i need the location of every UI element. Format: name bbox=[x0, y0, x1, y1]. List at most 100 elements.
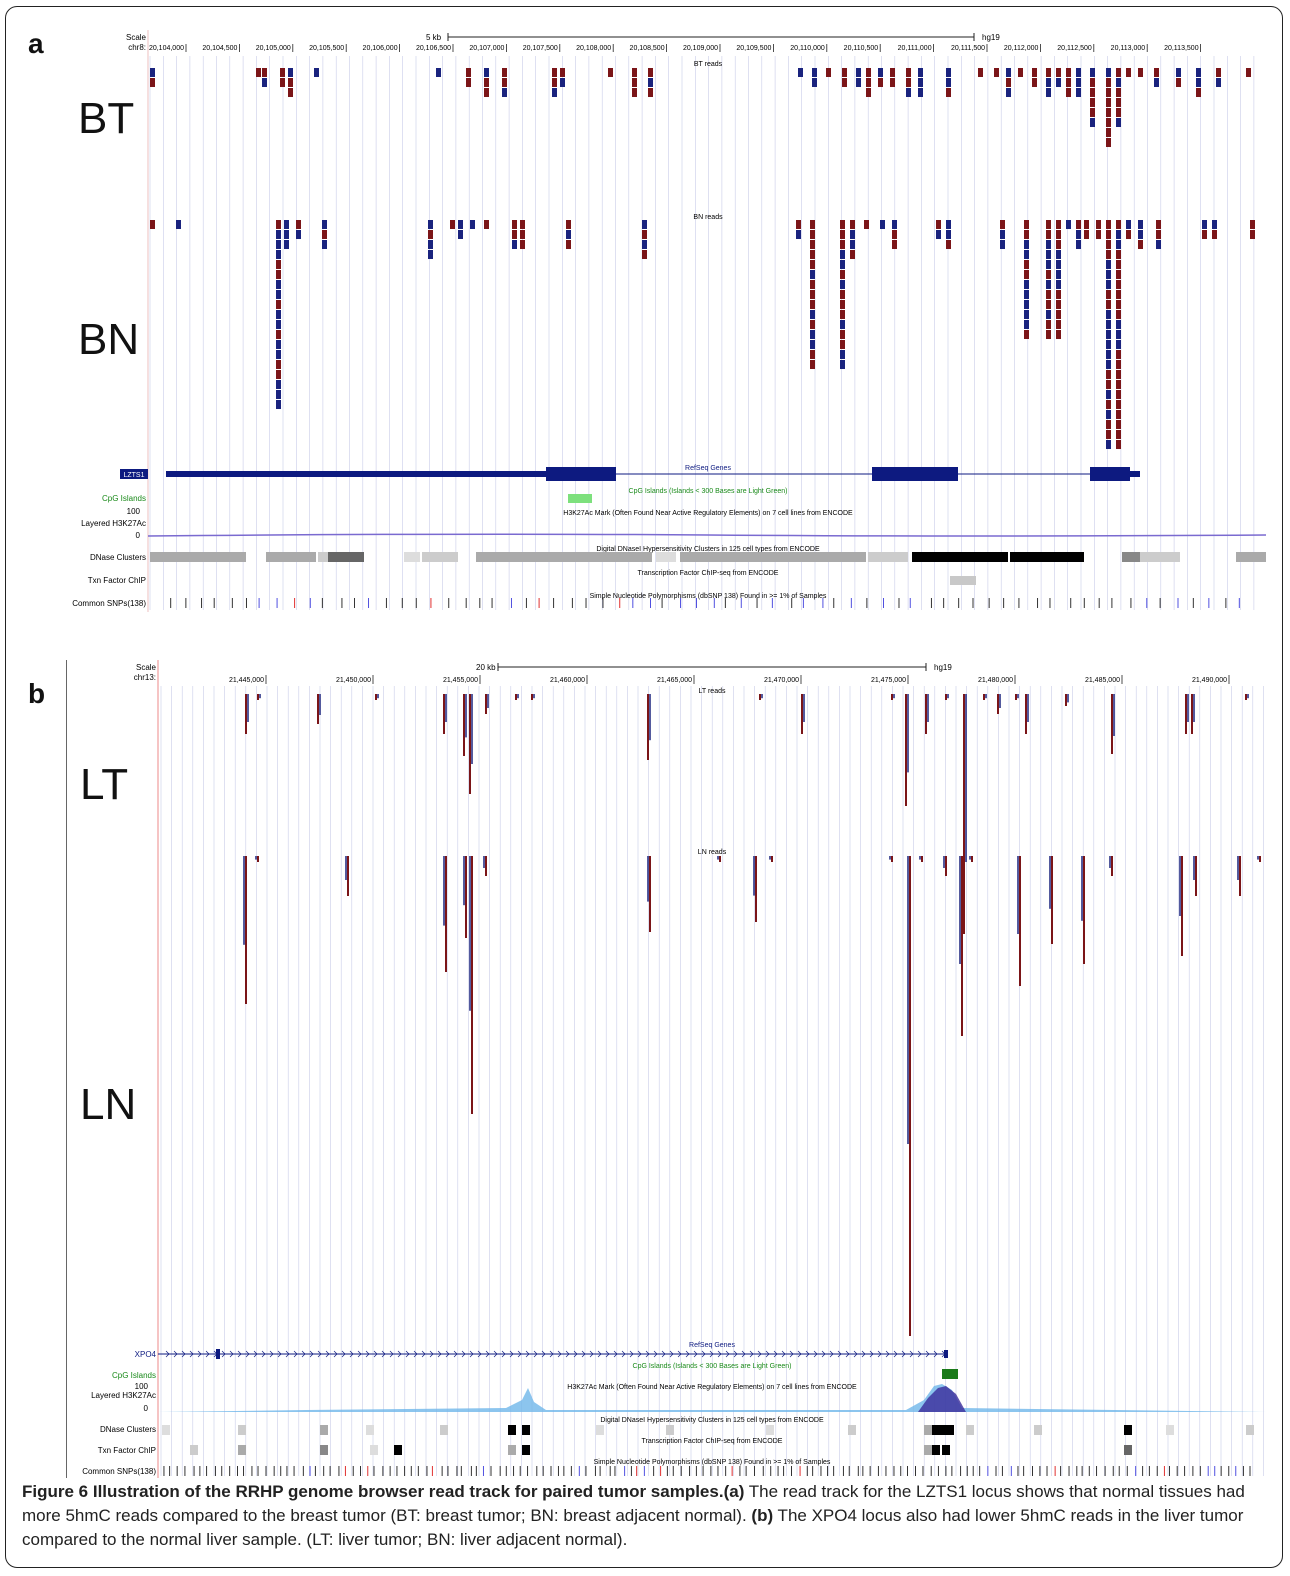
bt-read bbox=[502, 88, 507, 97]
bt-read bbox=[1138, 68, 1143, 77]
bn-read bbox=[1024, 220, 1029, 229]
bn-read bbox=[1156, 230, 1161, 239]
bt-read bbox=[1116, 98, 1121, 107]
bn-read bbox=[1106, 350, 1111, 359]
tick-label: 20,109,000 bbox=[683, 45, 718, 52]
bn-read bbox=[1046, 220, 1051, 229]
bn-read bbox=[946, 240, 951, 249]
bn-read bbox=[458, 230, 463, 239]
panel-b-ticks: 21,445,000 21,450,000 21,455,000 21,460,000… bbox=[229, 675, 1230, 684]
bn-read bbox=[1106, 240, 1111, 249]
panel-b: Scale chr13: 20 kb hg19 21,445,000 21,450… bbox=[66, 660, 1270, 1478]
bn-read bbox=[642, 240, 647, 249]
bn-read bbox=[276, 220, 281, 229]
bt-read bbox=[280, 68, 285, 77]
bn-read bbox=[1024, 330, 1029, 339]
bt-read bbox=[1126, 68, 1131, 77]
refseq-title: RefSeq Genes bbox=[685, 465, 731, 472]
gene-name-label: LZTS1 bbox=[123, 472, 144, 479]
bn-read bbox=[1106, 320, 1111, 329]
bn-read bbox=[810, 220, 815, 229]
gene-name-label: XPO4 bbox=[135, 1350, 157, 1359]
bn-read bbox=[1096, 230, 1101, 239]
bn-read bbox=[1024, 290, 1029, 299]
bn-read bbox=[840, 290, 845, 299]
bn-read bbox=[276, 320, 281, 329]
bn-read bbox=[1106, 250, 1111, 259]
bt-read bbox=[288, 68, 293, 77]
bn-read bbox=[810, 320, 815, 329]
bn-read bbox=[1116, 270, 1121, 279]
bt-read bbox=[856, 68, 861, 77]
h3k-label: Layered H3K27Ac bbox=[91, 1391, 156, 1400]
bn-read bbox=[810, 340, 815, 349]
bn-read bbox=[512, 240, 517, 249]
bn-read bbox=[1106, 370, 1111, 379]
bt-read bbox=[878, 68, 883, 77]
bt-read bbox=[648, 68, 653, 77]
bn-reads-title: BN reads bbox=[693, 214, 723, 221]
dnase-label: DNase Clusters bbox=[100, 1425, 156, 1434]
bn-read bbox=[1046, 270, 1051, 279]
bn-read bbox=[1056, 240, 1061, 249]
bn-read bbox=[428, 220, 433, 229]
bt-read bbox=[1176, 78, 1181, 87]
tick-label: 21,445,000 bbox=[229, 677, 264, 684]
bt-read bbox=[890, 68, 895, 77]
bn-read bbox=[840, 280, 845, 289]
txn-label: Txn Factor ChIP bbox=[88, 576, 146, 585]
bn-read bbox=[484, 220, 489, 229]
bt-read bbox=[1196, 68, 1201, 77]
bn-read bbox=[1084, 230, 1089, 239]
bn-read bbox=[840, 260, 845, 269]
bn-read bbox=[1106, 420, 1111, 429]
bt-read bbox=[552, 68, 557, 77]
caption-title: Figure 6 Illustration of the RRHP genome… bbox=[22, 1482, 724, 1501]
lt-reads-title: LT reads bbox=[699, 688, 726, 695]
tick-label: 21,475,000 bbox=[871, 677, 906, 684]
bn-read bbox=[892, 220, 897, 229]
bn-read bbox=[1116, 410, 1121, 419]
bt-read bbox=[1046, 78, 1051, 87]
ln-track-label: LN bbox=[80, 1080, 137, 1129]
bn-read bbox=[566, 230, 571, 239]
bn-read bbox=[1056, 220, 1061, 229]
caption-b-text: The XPO4 locus also had lower 5hmC reads… bbox=[22, 1506, 1244, 1549]
bn-read bbox=[796, 230, 801, 239]
bn-read bbox=[1116, 220, 1121, 229]
bn-read bbox=[850, 240, 855, 249]
bt-read bbox=[866, 78, 871, 87]
bn-read bbox=[1046, 310, 1051, 319]
bn-read bbox=[840, 310, 845, 319]
bt-read bbox=[1006, 78, 1011, 87]
bn-read bbox=[1024, 280, 1029, 289]
bt-read bbox=[1116, 78, 1121, 87]
gene-label-box bbox=[120, 469, 148, 479]
bn-read bbox=[810, 230, 815, 239]
bt-read bbox=[866, 68, 871, 77]
bn-read bbox=[1106, 360, 1111, 369]
bn-read bbox=[296, 220, 301, 229]
bt-read bbox=[978, 68, 983, 77]
tick-label: 21,460,000 bbox=[550, 677, 585, 684]
bn-read bbox=[1116, 290, 1121, 299]
bt-read bbox=[946, 68, 951, 77]
bn-read bbox=[1106, 260, 1111, 269]
bn-read bbox=[1000, 220, 1005, 229]
bn-read bbox=[1212, 230, 1217, 239]
bn-read bbox=[1116, 370, 1121, 379]
bn-read bbox=[1106, 380, 1111, 389]
bn-read bbox=[840, 340, 845, 349]
bt-read bbox=[906, 68, 911, 77]
bn-read bbox=[810, 270, 815, 279]
bt-read bbox=[1216, 78, 1221, 87]
assembly-label: hg19 bbox=[982, 33, 1000, 42]
dnase-title: Digital DNaseI Hypersensitivity Clusters… bbox=[596, 546, 820, 553]
tick-label: 21,450,000 bbox=[336, 677, 371, 684]
bn-read bbox=[512, 230, 517, 239]
bt-read bbox=[1116, 68, 1121, 77]
bn-read bbox=[276, 350, 281, 359]
bt-read bbox=[632, 78, 637, 87]
bt-read bbox=[632, 88, 637, 97]
snp-title: Simple Nucleotide Polymorphisms (dbSNP 1… bbox=[594, 1459, 831, 1466]
